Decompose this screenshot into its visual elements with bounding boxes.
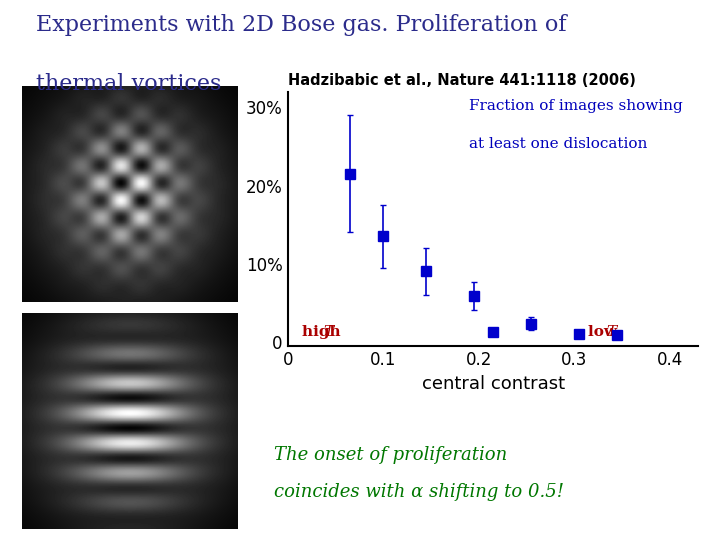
Text: high: high bbox=[302, 325, 346, 339]
Text: low: low bbox=[588, 325, 622, 339]
Text: Hadzibabic et al., Nature 441:1118 (2006): Hadzibabic et al., Nature 441:1118 (2006… bbox=[288, 73, 636, 88]
X-axis label: central contrast: central contrast bbox=[422, 375, 564, 393]
Text: T: T bbox=[323, 325, 333, 339]
Text: coincides with α shifting to 0.5!: coincides with α shifting to 0.5! bbox=[274, 483, 564, 501]
Text: The onset of proliferation: The onset of proliferation bbox=[274, 446, 507, 463]
Text: at least one dislocation: at least one dislocation bbox=[469, 138, 647, 152]
Text: T: T bbox=[606, 325, 616, 339]
Text: Experiments with 2D Bose gas. Proliferation of: Experiments with 2D Bose gas. Proliferat… bbox=[36, 14, 567, 36]
Text: thermal vortices: thermal vortices bbox=[36, 73, 221, 95]
Text: Fraction of images showing: Fraction of images showing bbox=[469, 99, 683, 113]
